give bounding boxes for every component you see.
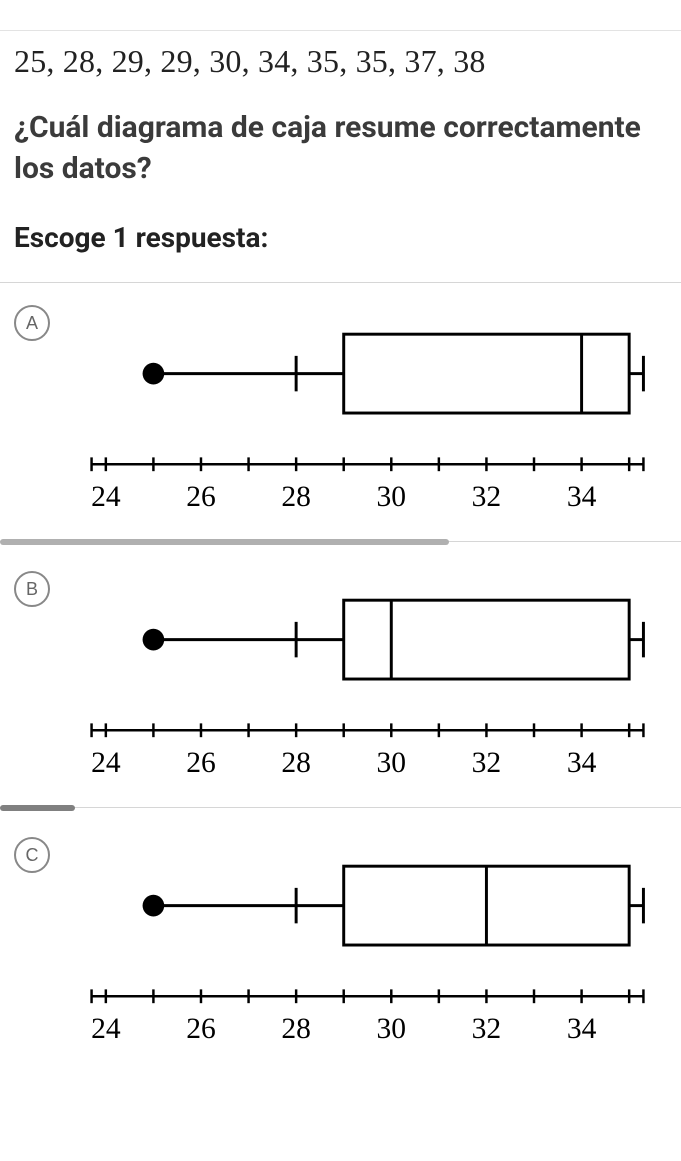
divider-progress-bar [0, 539, 449, 545]
svg-text:34: 34 [567, 1013, 597, 1045]
divider-progress-bar [0, 805, 75, 811]
radio-a[interactable]: A [14, 305, 50, 341]
boxplot-b: 24 26 28 30 32 34 [62, 571, 673, 791]
svg-text:32: 32 [472, 747, 502, 779]
svg-text:24: 24 [91, 481, 121, 513]
svg-text:34: 34 [567, 747, 597, 779]
boxplot-a: 24 26 28 30 32 34 [62, 305, 673, 525]
radio-b[interactable]: B [14, 571, 50, 607]
svg-text:24: 24 [91, 747, 121, 779]
svg-text:26: 26 [186, 481, 216, 513]
option-divider [0, 805, 681, 815]
svg-text:30: 30 [377, 1013, 407, 1045]
dataset-text: 25, 28, 29, 29, 30, 34, 35, 35, 37, 38 [0, 31, 681, 108]
svg-text:34: 34 [567, 481, 597, 513]
answer-option-c[interactable]: C 24 26 28 30 32 34 [0, 815, 681, 1057]
svg-text:30: 30 [377, 747, 407, 779]
svg-text:32: 32 [472, 1013, 502, 1045]
svg-text:30: 30 [377, 481, 407, 513]
svg-text:26: 26 [186, 1013, 216, 1045]
boxplot-c: 24 26 28 30 32 34 [62, 837, 673, 1057]
answer-option-a[interactable]: A 24 26 28 30 32 34 [0, 283, 681, 525]
svg-text:24: 24 [91, 1013, 121, 1045]
question-text: ¿Cuál diagrama de caja resume correctame… [0, 108, 681, 221]
answer-prompt: Escoge 1 respuesta: [0, 221, 681, 282]
svg-text:26: 26 [186, 747, 216, 779]
answer-option-b[interactable]: B 24 26 28 30 32 34 [0, 549, 681, 791]
answer-list: A 24 26 28 30 32 34 B 24 26 28 30 32 34 C 24 26 28 30 32 34 [0, 282, 681, 1057]
svg-text:28: 28 [281, 481, 311, 513]
svg-text:28: 28 [281, 1013, 311, 1045]
svg-text:32: 32 [472, 481, 502, 513]
option-divider [0, 539, 681, 549]
radio-c[interactable]: C [14, 837, 50, 873]
svg-text:28: 28 [281, 747, 311, 779]
